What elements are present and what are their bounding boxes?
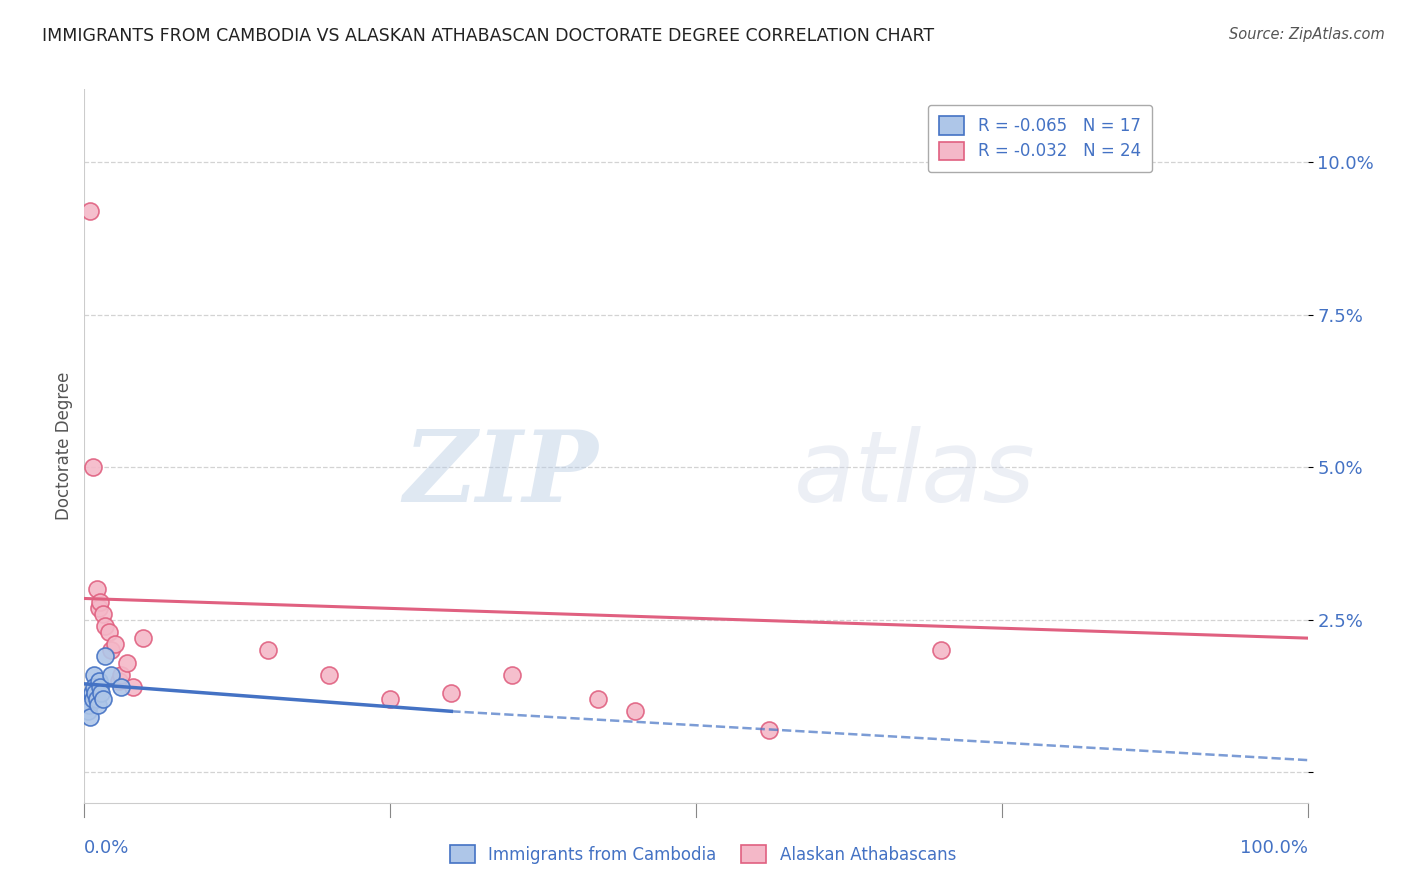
Point	[87, 673, 110, 688]
Point	[89, 594, 111, 608]
Point	[90, 686, 112, 700]
Text: 0.0%: 0.0%	[84, 839, 129, 857]
Point	[91, 607, 114, 621]
Point	[115, 656, 138, 670]
Text: IMMIGRANTS FROM CAMBODIA VS ALASKAN ATHABASCAN DOCTORATE DEGREE CORRELATION CHAR: IMMIGRANTS FROM CAMBODIA VS ALASKAN ATHA…	[42, 27, 935, 45]
Point	[502, 667, 524, 681]
Point	[84, 686, 107, 700]
Y-axis label: Doctorate Degree: Doctorate Degree	[55, 372, 73, 520]
Point	[318, 667, 340, 681]
Point	[100, 643, 122, 657]
Point	[87, 600, 110, 615]
Point	[82, 692, 104, 706]
Point	[80, 686, 103, 700]
Point	[110, 667, 132, 681]
Point	[132, 631, 155, 645]
Point	[380, 692, 402, 706]
Point	[107, 673, 129, 688]
Point	[86, 692, 108, 706]
Text: atlas: atlas	[794, 426, 1035, 523]
Point	[79, 204, 101, 219]
Point	[110, 680, 132, 694]
Point	[82, 460, 104, 475]
Point	[94, 619, 117, 633]
Point	[83, 680, 105, 694]
Point	[100, 667, 122, 681]
Point	[89, 680, 111, 694]
Point	[104, 637, 127, 651]
Point	[440, 686, 463, 700]
Point	[91, 692, 114, 706]
Point	[86, 582, 108, 597]
Legend: R = -0.065   N = 17, R = -0.032   N = 24: R = -0.065 N = 17, R = -0.032 N = 24	[928, 104, 1153, 172]
Point	[624, 704, 647, 718]
Legend: Immigrants from Cambodia, Alaskan Athabascans: Immigrants from Cambodia, Alaskan Athaba…	[443, 838, 963, 871]
Point	[257, 643, 280, 657]
Text: Source: ZipAtlas.com: Source: ZipAtlas.com	[1229, 27, 1385, 42]
Point	[77, 698, 100, 713]
Point	[77, 704, 100, 718]
Text: ZIP: ZIP	[404, 426, 598, 523]
Point	[83, 667, 105, 681]
Point	[122, 680, 145, 694]
Point	[586, 692, 609, 706]
Point	[929, 643, 952, 657]
Point	[87, 698, 110, 713]
Point	[97, 625, 120, 640]
Point	[79, 710, 101, 724]
Point	[94, 649, 117, 664]
Text: 100.0%: 100.0%	[1240, 839, 1308, 857]
Point	[758, 723, 780, 737]
